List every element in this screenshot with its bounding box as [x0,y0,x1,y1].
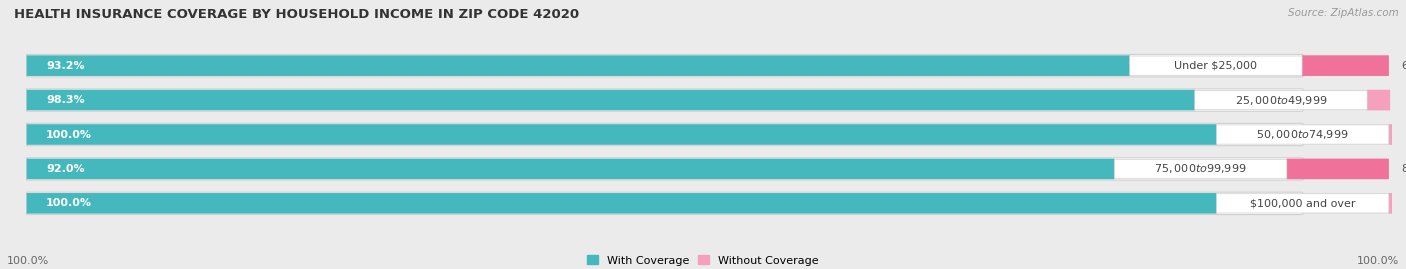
Legend: With Coverage, Without Coverage: With Coverage, Without Coverage [582,251,824,269]
Text: $75,000 to $99,999: $75,000 to $99,999 [1154,162,1247,175]
FancyBboxPatch shape [27,90,1195,110]
FancyBboxPatch shape [27,54,1303,77]
FancyBboxPatch shape [1195,90,1367,110]
Text: $25,000 to $49,999: $25,000 to $49,999 [1234,94,1327,107]
Text: 8.0%: 8.0% [1402,164,1406,174]
FancyBboxPatch shape [1115,159,1286,179]
FancyBboxPatch shape [1129,56,1302,75]
Text: 92.0%: 92.0% [46,164,84,174]
FancyBboxPatch shape [1286,159,1389,179]
FancyBboxPatch shape [27,192,1303,215]
Text: 100.0%: 100.0% [7,256,49,266]
Text: Under $25,000: Under $25,000 [1174,61,1257,71]
FancyBboxPatch shape [27,159,1115,179]
FancyBboxPatch shape [1302,55,1389,76]
Text: 100.0%: 100.0% [46,129,91,140]
Text: 98.3%: 98.3% [46,95,84,105]
FancyBboxPatch shape [1367,90,1391,110]
FancyBboxPatch shape [27,123,1303,146]
Text: Source: ZipAtlas.com: Source: ZipAtlas.com [1288,8,1399,18]
FancyBboxPatch shape [27,193,1216,214]
Text: 100.0%: 100.0% [1357,256,1399,266]
FancyBboxPatch shape [1389,124,1406,145]
FancyBboxPatch shape [1389,193,1406,214]
FancyBboxPatch shape [27,89,1303,111]
Text: 100.0%: 100.0% [46,198,91,208]
FancyBboxPatch shape [1216,194,1389,213]
FancyBboxPatch shape [27,124,1216,145]
FancyBboxPatch shape [27,55,1130,76]
Text: 93.2%: 93.2% [46,61,84,71]
Text: $50,000 to $74,999: $50,000 to $74,999 [1257,128,1348,141]
FancyBboxPatch shape [1216,125,1389,144]
Text: HEALTH INSURANCE COVERAGE BY HOUSEHOLD INCOME IN ZIP CODE 42020: HEALTH INSURANCE COVERAGE BY HOUSEHOLD I… [14,8,579,21]
Text: $100,000 and over: $100,000 and over [1250,198,1355,208]
Text: 6.8%: 6.8% [1402,61,1406,71]
FancyBboxPatch shape [27,158,1303,180]
